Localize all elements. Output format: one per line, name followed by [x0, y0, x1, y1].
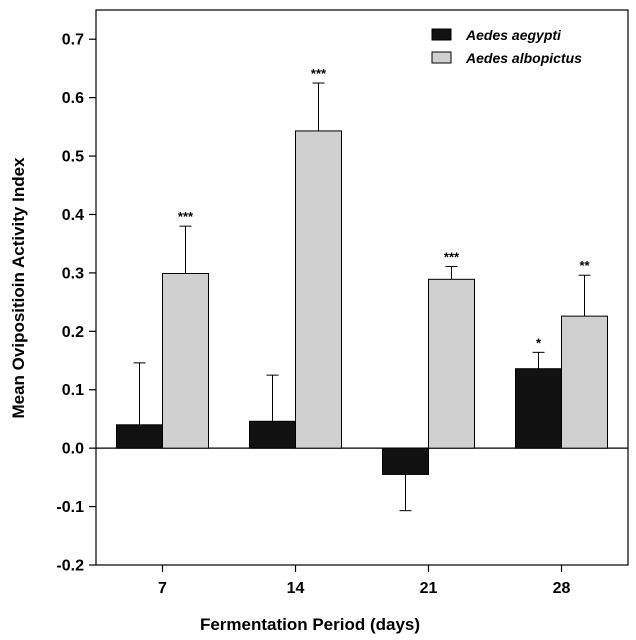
y-tick-label: 0.3 — [62, 265, 84, 282]
x-axis-ticks: 7 14 21 28 — [158, 565, 571, 597]
significance-label: ** — [579, 258, 590, 273]
y-tick-label: 0.7 — [62, 32, 84, 49]
significance-markers: ************ — [178, 66, 591, 350]
y-tick-label: -0.2 — [56, 558, 84, 575]
y-tick-label: 0.6 — [62, 90, 84, 107]
x-tick-label: 28 — [553, 580, 571, 597]
y-tick-label: 0.1 — [62, 382, 84, 399]
bar — [162, 272, 209, 449]
legend-label-aedes-albopictus: Aedes albopictus — [465, 50, 582, 66]
significance-label: *** — [444, 249, 460, 264]
bar-series — [116, 130, 608, 475]
x-tick-label: 21 — [420, 580, 438, 597]
bar — [249, 420, 296, 449]
x-axis-title: Fermentation Period (days) — [200, 615, 420, 634]
bar — [428, 278, 475, 449]
legend-swatch-aedes-aegypti — [431, 28, 452, 41]
legend: Aedes aegypti Aedes albopictus — [431, 27, 582, 66]
y-axis-ticks: -0.2 -0.1 0.0 0.1 0.2 0.3 0.4 0.5 0.6 0.7 — [56, 32, 96, 575]
plot-border — [95, 9, 629, 566]
legend-swatch-aedes-albopictus — [431, 51, 452, 64]
significance-label: * — [536, 335, 542, 350]
x-tick-label: 7 — [158, 580, 167, 597]
y-tick-label: 0.2 — [62, 324, 84, 341]
y-tick-label: -0.1 — [56, 499, 84, 516]
x-tick-label: 14 — [287, 580, 305, 597]
y-tick-label: 0.5 — [62, 149, 84, 166]
y-tick-label: 0.4 — [62, 207, 84, 224]
significance-label: *** — [178, 209, 194, 224]
bar — [116, 424, 163, 449]
bar — [515, 368, 562, 449]
y-axis-title: Mean Ovipositioin Activity Index — [9, 157, 28, 419]
bar — [561, 315, 608, 449]
legend-label-aedes-aegypti: Aedes aegypti — [465, 27, 562, 43]
bar — [295, 130, 342, 449]
significance-label: *** — [311, 66, 327, 81]
bar — [382, 447, 429, 475]
y-tick-label: 0.0 — [62, 441, 84, 458]
error-bars — [133, 82, 591, 512]
